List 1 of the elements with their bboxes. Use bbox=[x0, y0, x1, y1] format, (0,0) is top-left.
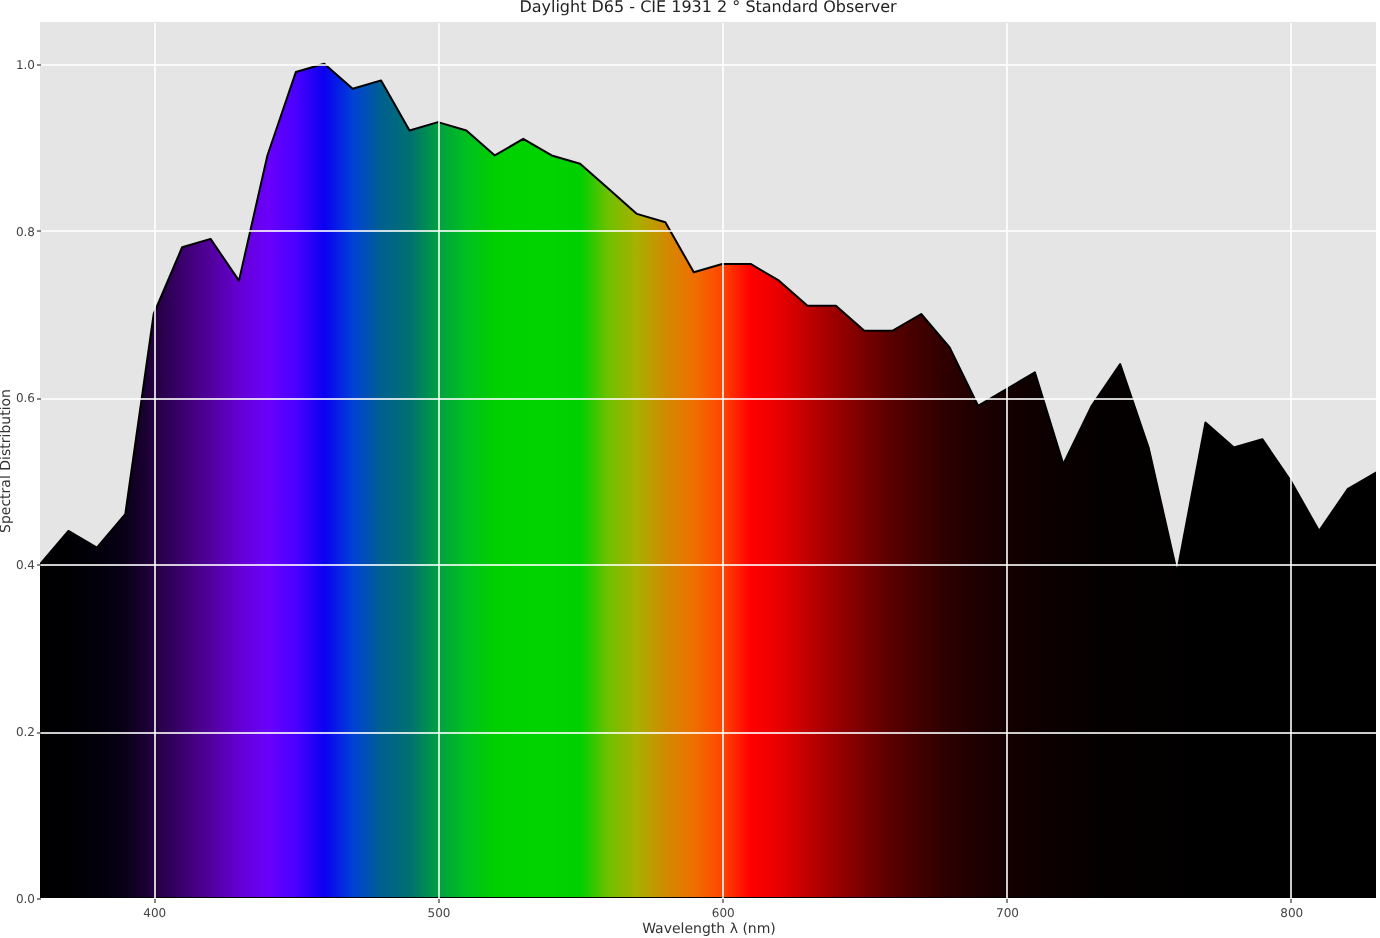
chart-title: Daylight D65 - CIE 1931 2 ° Standard Observer bbox=[519, 0, 899, 16]
